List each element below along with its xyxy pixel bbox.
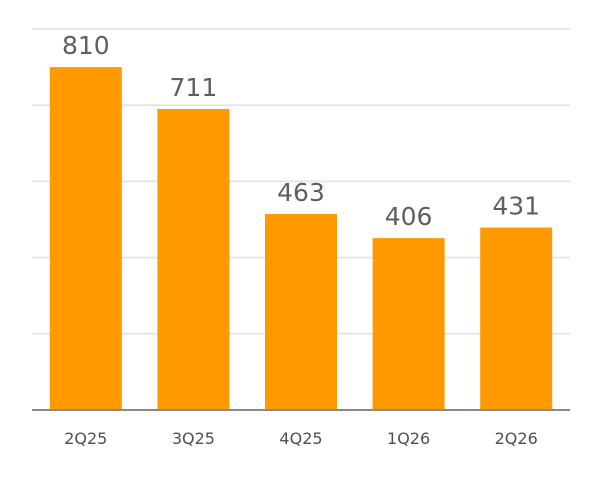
bar-1Q26 — [372, 238, 445, 410]
x-tick-label-2Q25: 2Q25 — [64, 429, 107, 448]
data-label-3Q25: 711 — [170, 73, 218, 102]
x-tick-label-4Q25: 4Q25 — [279, 429, 322, 448]
x-tick-label-2Q26: 2Q26 — [495, 429, 538, 448]
x-tick-label-1Q26: 1Q26 — [387, 429, 430, 448]
data-label-2Q26: 431 — [492, 192, 540, 221]
data-label-4Q25: 463 — [277, 178, 325, 207]
data-label-1Q26: 406 — [385, 202, 433, 231]
bar-2Q25 — [49, 67, 122, 410]
bar-3Q25 — [157, 109, 230, 410]
bar-2Q26 — [480, 227, 553, 410]
data-label-2Q25: 810 — [62, 31, 110, 60]
x-tick-label-3Q25: 3Q25 — [172, 429, 215, 448]
bar-4Q25 — [265, 213, 337, 410]
